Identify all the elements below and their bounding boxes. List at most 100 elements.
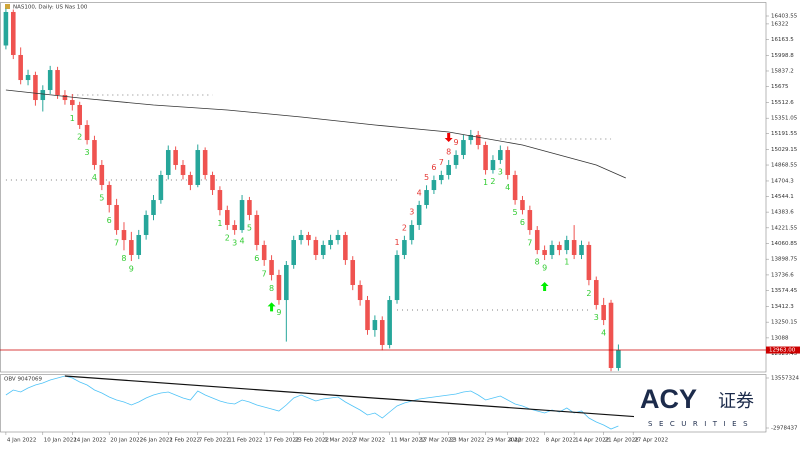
y-tick-label: 15998.8 [771, 53, 794, 59]
title-icon [5, 4, 10, 9]
candle-body [564, 240, 570, 251]
candle-body [188, 174, 193, 185]
y-tick-label: 14060.85 [771, 241, 798, 247]
x-tick-label: 23 Feb 2022 [295, 438, 329, 444]
candle-body [483, 144, 488, 171]
td-count: 9 [276, 308, 281, 317]
candle-body [498, 150, 503, 161]
td-count: 4 [505, 183, 510, 192]
logo: ACY 证券 SECURITIES [634, 384, 764, 430]
td-count: 3 [409, 208, 414, 217]
td-count: 5 [247, 224, 252, 233]
candle-body [335, 234, 341, 241]
x-tick-label: 1 Feb 2022 [169, 438, 200, 444]
td-count: 6 [107, 216, 112, 225]
candle-body [195, 150, 201, 185]
candle-body [99, 164, 105, 185]
y-tick-label: 16403.55 [771, 14, 798, 20]
x-tick-label: 1 Mar 2022 [324, 438, 355, 444]
y-tick-label: 14704.3 [771, 178, 794, 184]
td-count: 1 [394, 238, 399, 247]
candle-body [409, 224, 415, 241]
moving-average [5, 89, 626, 179]
candle-body [84, 124, 90, 141]
candle-body [55, 70, 60, 95]
td-count: 7 [114, 238, 119, 247]
y-tick-label: 14221.55 [771, 225, 798, 231]
td-count: 4 [601, 329, 606, 338]
obv-line [5, 375, 619, 430]
td-count: 6 [254, 254, 259, 263]
indicator-tick-label: -2978437 [771, 426, 798, 432]
y-tick-label: 16322 [771, 21, 789, 27]
x-tick-label: 26 Jan 2022 [140, 438, 173, 444]
candle-body [77, 104, 82, 125]
td-count: 2 [77, 132, 82, 141]
y-tick-label: 14868.55 [771, 163, 798, 169]
indicator-frame [0, 374, 767, 433]
y-tick-label: 12929.45 [771, 351, 798, 357]
candle-body [92, 140, 97, 165]
candle-body [151, 200, 156, 215]
obv-trendline [64, 375, 641, 418]
td-count: 8 [269, 284, 274, 293]
x-tick-label: 17 Mar 2022 [420, 438, 455, 444]
candle-body [475, 134, 481, 145]
x-tick-label: 29 Mar 2022 [487, 438, 522, 444]
candle-body [158, 174, 164, 201]
candle-body [284, 264, 289, 301]
td-count: 2 [490, 177, 495, 186]
x-tick-label: 7 Feb 2022 [199, 438, 230, 444]
candle-body [365, 300, 370, 331]
logo-background [634, 384, 764, 430]
x-tick-label: 10 Jan 2022 [44, 438, 77, 444]
td-count: 7 [262, 269, 267, 278]
chart-title: NAS100, Daily: US Nas 100 [13, 5, 88, 11]
x-tick-label: 20 Jan 2022 [110, 438, 143, 444]
x-tick-label: 4 Jan 2022 [7, 438, 36, 444]
y-tick-label: 14383.6 [771, 210, 794, 216]
candle-body [121, 230, 127, 241]
y-tick-label: 15351.05 [771, 116, 798, 122]
main-frame [0, 2, 767, 373]
x-tick-label: 17 Feb 2022 [265, 438, 299, 444]
candle-body [372, 320, 378, 331]
candle-body [453, 154, 459, 165]
td-arrow [540, 282, 549, 292]
candle-body [276, 274, 282, 301]
td-count: 3 [85, 148, 90, 157]
candle-body [468, 134, 474, 141]
candle-body [33, 74, 38, 101]
plot: 16403.551632216163.515998.815837.2156751… [0, 8, 800, 444]
y-tick-label: 15512.6 [771, 100, 794, 106]
candle-body [114, 204, 119, 231]
candle-body [571, 240, 577, 255]
candle-body [70, 100, 75, 105]
candle-body [534, 230, 540, 251]
x-tick-label: 14 Jan 2022 [73, 438, 106, 444]
candle-body [3, 11, 9, 46]
candle-body [165, 150, 171, 175]
td-count: 5 [99, 194, 104, 203]
indicator-title: OBV 9047069 [4, 377, 42, 383]
td-count: 7 [527, 238, 532, 247]
x-tick-label: 11 Mar 2022 [391, 438, 426, 444]
td-count: 1 [217, 219, 222, 228]
candle-body [210, 174, 215, 191]
x-tick-label: 21 Apr 2022 [605, 438, 639, 444]
candle-body [25, 74, 31, 81]
candle-body [490, 160, 496, 171]
candle-body [357, 284, 363, 301]
candle-body [47, 70, 53, 91]
td-count: 6 [520, 218, 525, 227]
td-count: 8 [446, 148, 451, 157]
td-count: 4 [92, 173, 97, 182]
candle-body [62, 94, 68, 101]
candle-body [416, 204, 422, 225]
candle-body [557, 244, 562, 251]
candle-body [269, 260, 274, 275]
td-count: 5 [424, 173, 429, 182]
candle-body [18, 54, 23, 81]
x-tick-label: 23 Mar 2022 [450, 438, 485, 444]
